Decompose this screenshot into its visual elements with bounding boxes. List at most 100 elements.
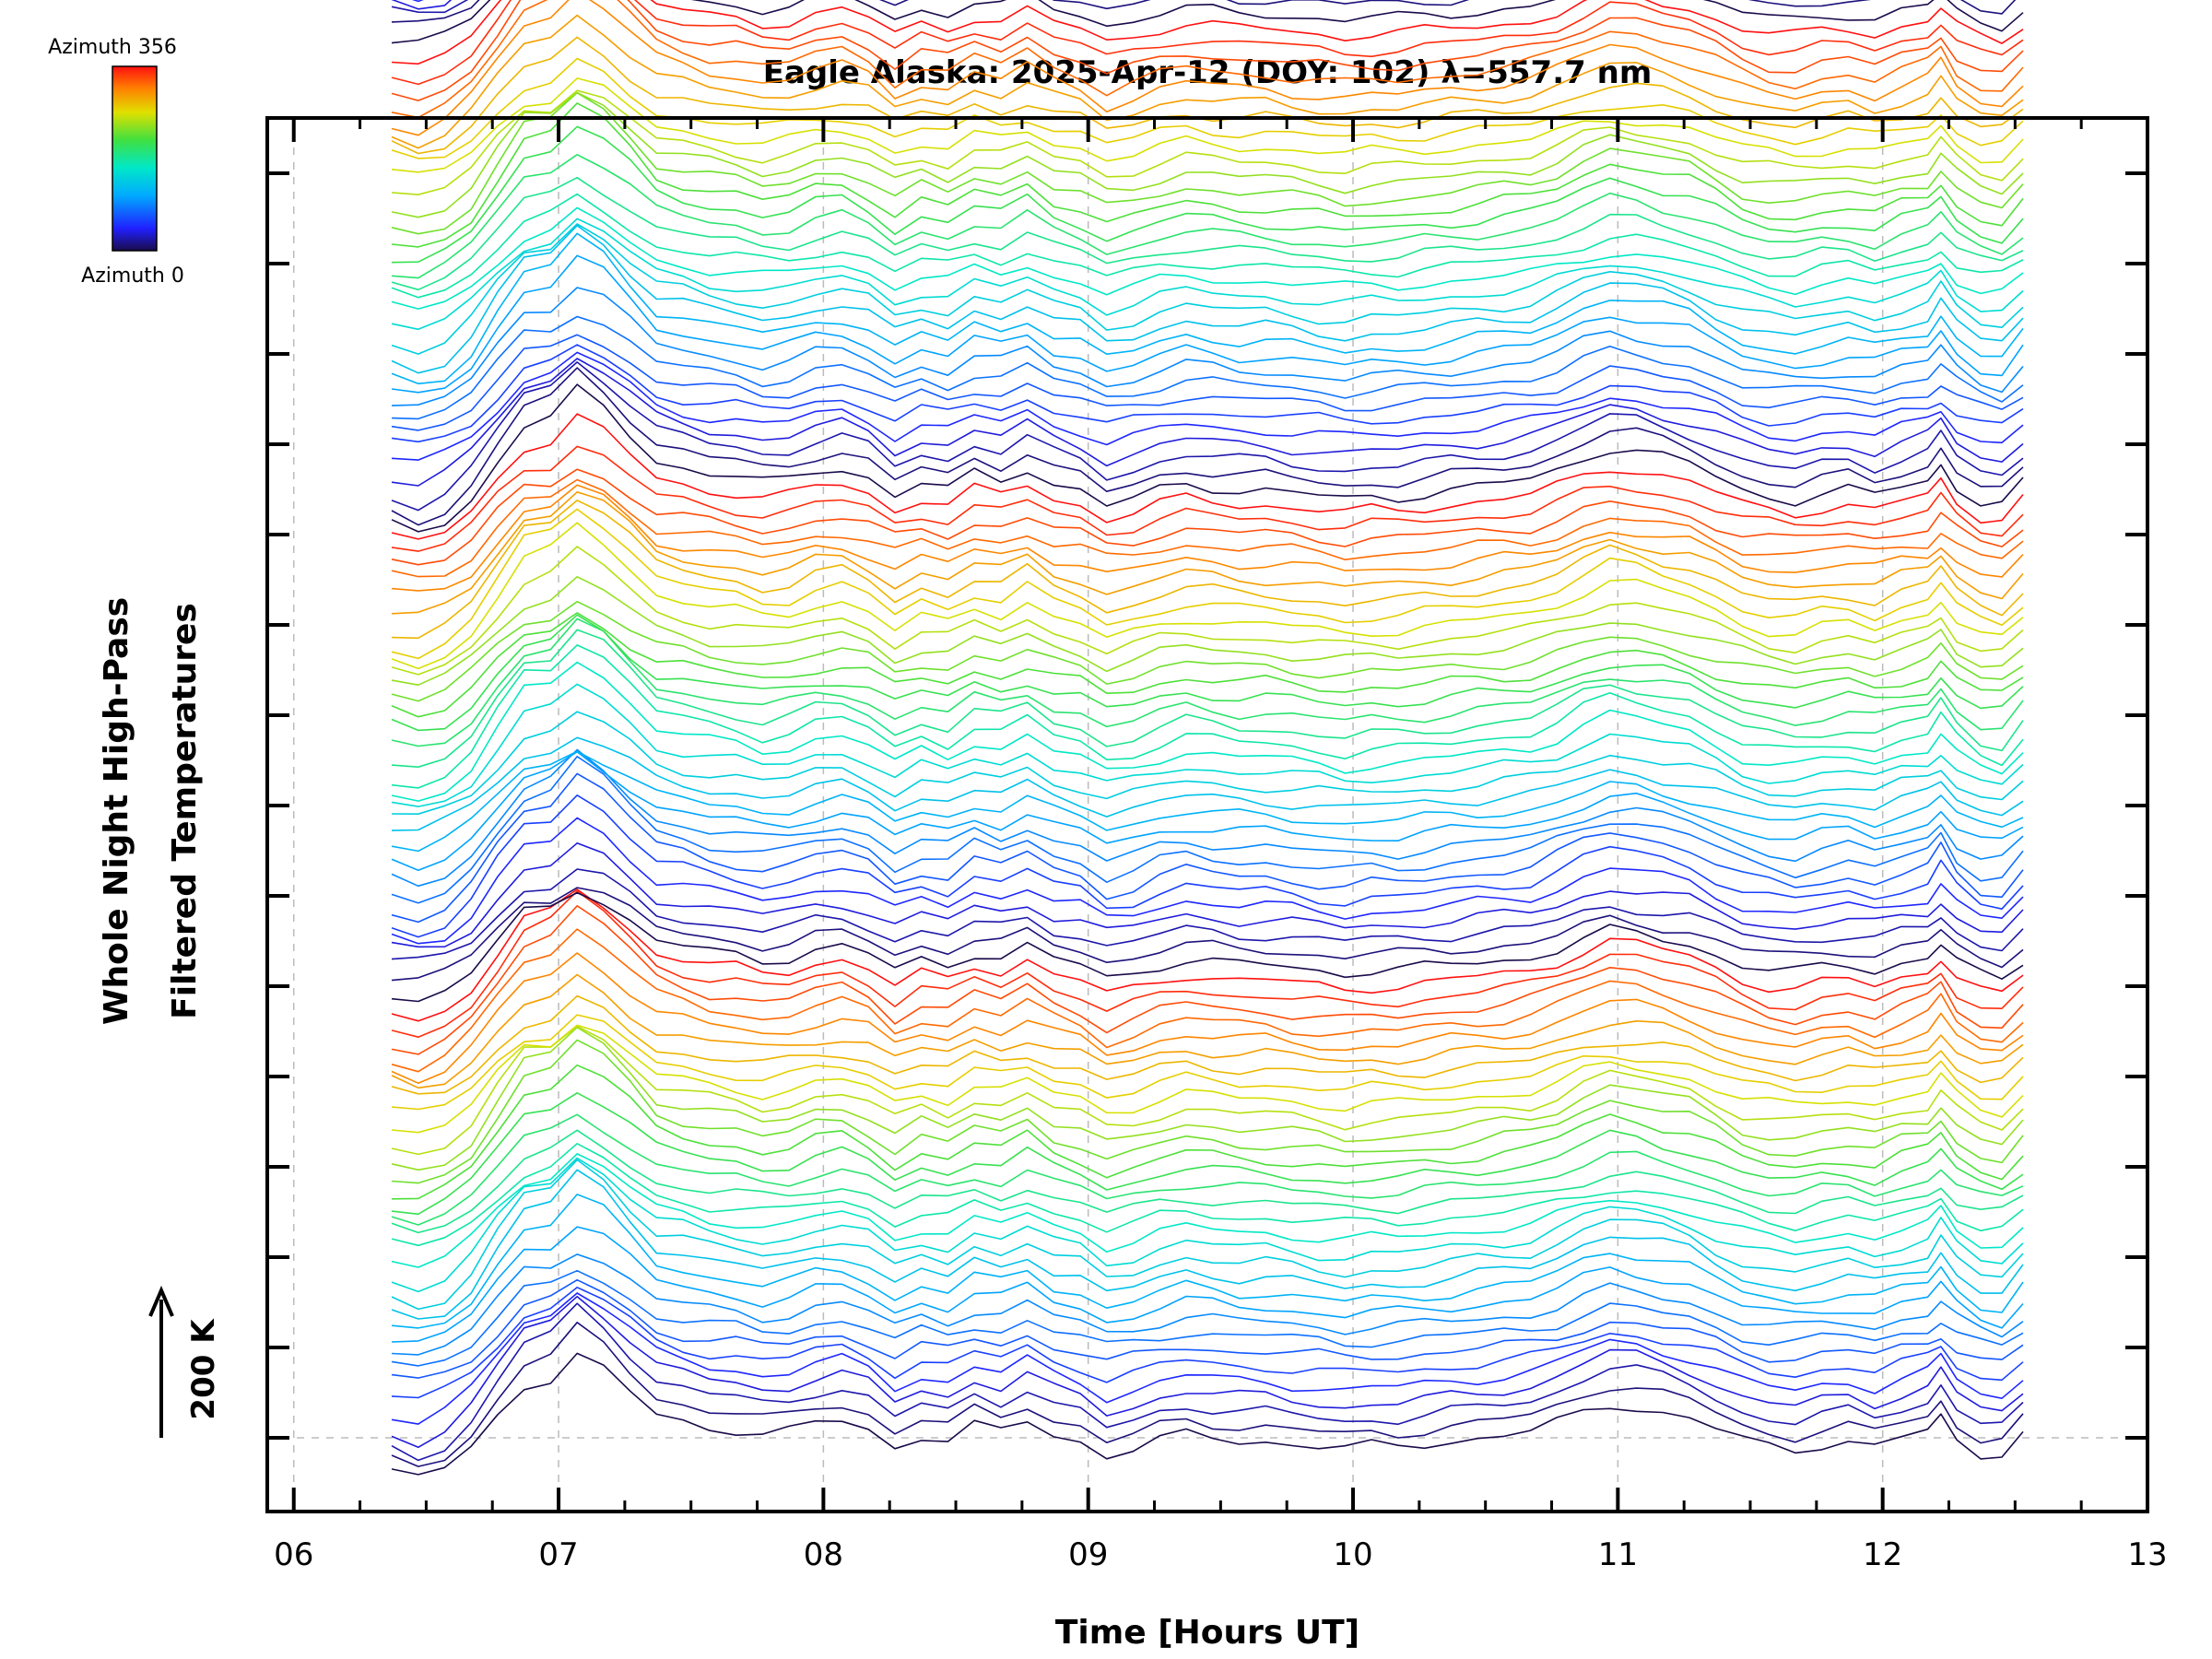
series-line: [391, 750, 2024, 853]
plot-frame: [265, 116, 2149, 1513]
series-line: [391, 546, 2024, 676]
series-line: [391, 223, 2024, 355]
series-line: [391, 287, 2024, 406]
series-line: [391, 994, 2024, 1095]
series-line: [391, 1092, 2024, 1216]
series-line: [391, 868, 2024, 960]
series-line: [391, 1322, 2024, 1467]
x-tick-label: 11: [1598, 1536, 1638, 1573]
series-line: [391, 904, 2024, 1055]
series-line: [391, 629, 2024, 769]
colorbar-top-label: Azimuth 356: [48, 36, 177, 59]
series-line: [391, 928, 2024, 1073]
series-line: [391, 522, 2024, 670]
y-axis-label-line2: Filtered Temperatures: [166, 603, 204, 1019]
series-line: [391, 1159, 2024, 1311]
series-line: [391, 91, 2024, 235]
series-line: [391, 1352, 2024, 1476]
colorbar-bottom-label: Azimuth 0: [81, 265, 184, 288]
series-line: [391, 890, 2024, 1038]
series-line: [391, 1039, 2024, 1184]
series-line: [391, 736, 2024, 831]
series-line: [391, 1113, 2024, 1226]
series-line: [391, 1295, 2024, 1449]
series-line: [391, 1278, 2024, 1379]
series-line: [391, 1253, 2024, 1356]
series-line: [391, 644, 2024, 789]
series-line: [391, 1064, 2024, 1200]
x-tick-label: 06: [274, 1536, 313, 1573]
series-line: [391, 0, 2024, 86]
series-line: [391, 1269, 2024, 1367]
series-line: [391, 154, 2024, 279]
series-line: [391, 1157, 2024, 1293]
series-line: [391, 952, 2024, 1084]
series-line: [391, 1026, 2024, 1171]
series-line: [391, 575, 2024, 687]
grid: [267, 118, 2147, 1512]
series-line: [391, 1169, 2024, 1320]
series-line: [391, 600, 2024, 702]
series-line: [391, 0, 2024, 65]
x-tick-label: 08: [804, 1536, 843, 1573]
scale-label: 200 K: [185, 1318, 222, 1420]
series-line: [391, 612, 2024, 718]
y-axis-label-line1: Whole Night High-Pass: [98, 597, 135, 1025]
series-line: [391, 891, 2024, 1003]
series-line: [391, 125, 2024, 264]
x-tick-label: 07: [538, 1536, 578, 1573]
series-line: [391, 232, 2024, 385]
series-line: [391, 315, 2024, 420]
x-tick-label: 13: [2127, 1536, 2167, 1573]
series-line: [391, 102, 2024, 248]
series-line: [391, 468, 2024, 566]
series-line: [391, 413, 2024, 540]
series-line: [391, 1014, 2024, 1111]
x-tick-label: 12: [1863, 1536, 1902, 1573]
series-line: [391, 1129, 2024, 1234]
x-tick-label: 09: [1068, 1536, 1108, 1573]
series-line: [391, 14, 2024, 149]
series-line: [391, 478, 2024, 578]
series-line: [391, 367, 2024, 526]
series-line: [391, 661, 2024, 802]
series-line: [391, 383, 2024, 533]
series-line: [391, 484, 2024, 592]
series-line: [391, 711, 2024, 816]
series-line: [391, 206, 2024, 310]
series-line: [391, 334, 2024, 431]
series-line: [391, 794, 2024, 938]
series-line: [391, 0, 2024, 101]
series-line: [391, 344, 2024, 443]
series-line: [391, 755, 2024, 904]
series-line: [391, 218, 2024, 331]
series-line: [391, 1287, 2024, 1399]
series-line: [391, 508, 2024, 660]
scale-arrow-head: [148, 1285, 174, 1317]
series-line: [391, 351, 2024, 461]
series-line: [391, 358, 2024, 487]
series-line: [391, 254, 2024, 394]
series-line: [391, 0, 2024, 136]
series-line: [391, 618, 2024, 747]
series-line: [391, 614, 2024, 732]
series-line: [391, 683, 2024, 807]
series-line: [391, 973, 2024, 1089]
series-line: [391, 500, 2024, 640]
series-line: [391, 817, 2024, 945]
series-line: [391, 91, 2024, 218]
series-line: [391, 77, 2024, 173]
series-line: [391, 1143, 2024, 1247]
series-line: [391, 1292, 2024, 1425]
x-tick-label: 10: [1333, 1536, 1372, 1573]
series-line: [391, 887, 2024, 982]
chart-title: Eagle Alaska: 2025-Apr-12 (DOY: 102) λ=5…: [763, 54, 1653, 91]
series-line: [391, 0, 2024, 44]
scale-bar: 200 K: [148, 1285, 222, 1438]
series-line: [391, 490, 2024, 615]
x-tick-labels: 06 07 08 09 10 11 12 13: [274, 1536, 2168, 1573]
series-line: [391, 176, 2024, 291]
series-lines: [391, 0, 2024, 1476]
series-line: [391, 841, 2024, 948]
